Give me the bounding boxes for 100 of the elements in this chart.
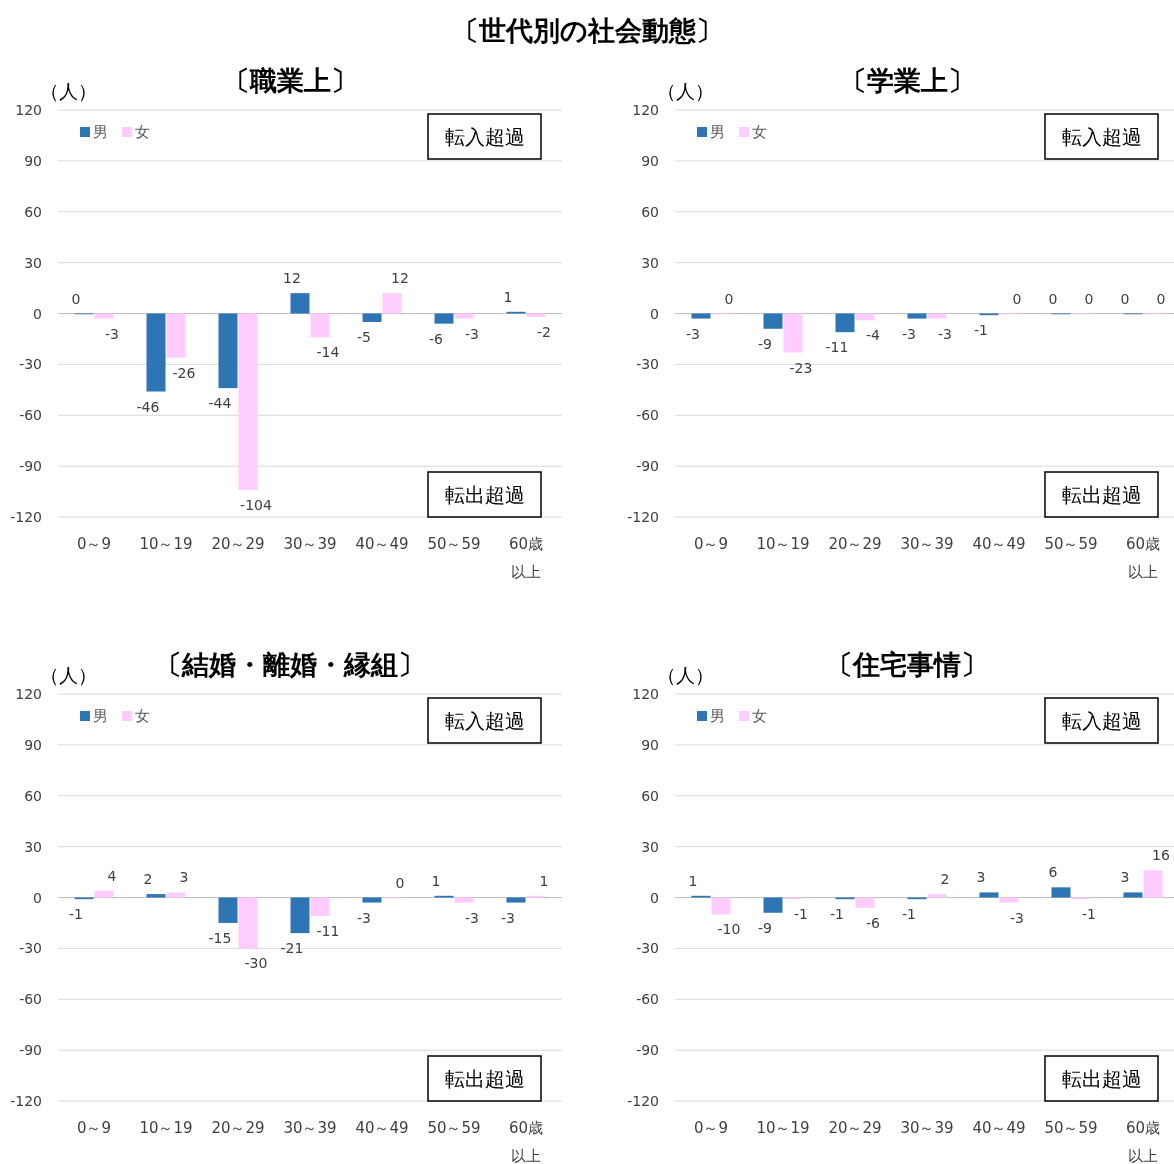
legend-label: 男	[93, 707, 108, 725]
x-tick-label: 0～9	[76, 1119, 112, 1137]
y-tick-label: 60	[24, 787, 42, 804]
x-tick-label: 20～29	[828, 1119, 882, 1137]
data-label: -3	[357, 909, 371, 926]
x-tick-label: 10～19	[756, 1119, 810, 1137]
text: 〔世代別の社会動態〕	[451, 15, 723, 46]
data-label: 0	[1012, 290, 1022, 307]
data-label: 3	[1120, 869, 1130, 886]
x-tick-label: 50～59	[1044, 1119, 1098, 1137]
legend-label: 女	[135, 123, 150, 141]
legend-label: 女	[752, 123, 767, 141]
x-tick-label: 40～49	[355, 535, 409, 553]
y-tick-label: 90	[24, 152, 42, 169]
x-tick-label: 10～19	[139, 535, 193, 553]
x-tick-label: 0～9	[693, 535, 729, 553]
data-label: -1	[902, 906, 916, 923]
y-tick-label: 120	[632, 102, 659, 118]
y-axis-title: （人）	[39, 664, 97, 686]
x-tick-label: 30～39	[283, 1119, 337, 1137]
data-label: 4	[107, 867, 117, 884]
y-axis-title: （人）	[39, 80, 97, 102]
data-label: -11	[825, 339, 849, 356]
x-tick-label: 50～59	[427, 535, 481, 553]
y-tick-label: -30	[19, 356, 42, 373]
y-tick-label: -90	[19, 1042, 42, 1059]
y-tick-label: 120	[15, 686, 42, 702]
x-tick-label: 60歳以上	[508, 1119, 544, 1164]
data-label: -21	[280, 940, 304, 957]
x-tick-label: 30～39	[900, 1119, 954, 1137]
y-tick-label: -120	[627, 1093, 659, 1109]
y-tick-label: 0	[650, 305, 659, 322]
data-label: 1	[503, 288, 513, 305]
y-tick-label: -90	[19, 458, 42, 475]
y-tick-label: -120	[627, 509, 659, 525]
data-label: -9	[758, 919, 772, 936]
data-label: -3	[105, 325, 119, 342]
y-axis-title: （人）	[656, 80, 714, 102]
data-label: -6	[866, 914, 881, 931]
chart-title: 〔職業上〕	[222, 65, 358, 96]
y-tick-label: 60	[641, 203, 659, 220]
data-label: -1	[974, 322, 988, 339]
y-tick-label: -60	[636, 991, 659, 1008]
data-label: 12	[283, 270, 301, 287]
data-label: -46	[136, 398, 160, 415]
y-tick-label: -30	[636, 356, 659, 373]
x-tick-label: 60歳以上	[508, 535, 544, 581]
data-label: -2	[537, 323, 551, 340]
annotation: 転出超過	[444, 1067, 525, 1091]
legend-label: 男	[93, 123, 108, 141]
y-tick-label: 60	[641, 787, 659, 804]
data-label: 0	[1084, 290, 1094, 307]
legend-label: 男	[710, 123, 725, 141]
y-tick-label: 0	[650, 889, 659, 906]
data-label: 1	[688, 872, 698, 889]
data-label: 16	[1152, 847, 1170, 864]
y-tick-label: 120	[632, 686, 659, 702]
annotation: 転出超過	[444, 483, 525, 507]
data-label: 1	[431, 872, 441, 889]
data-label: -44	[208, 395, 232, 412]
x-tick-label: 20～29	[828, 535, 882, 553]
data-label: -26	[172, 364, 196, 381]
data-label: -6	[429, 330, 444, 347]
annotation: 転出超過	[1061, 483, 1142, 507]
x-tick-label: 60歳以上	[1125, 1119, 1161, 1164]
data-label: -9	[758, 335, 772, 352]
data-label: 0	[1048, 290, 1058, 307]
x-tick-label: 20～29	[211, 1119, 265, 1137]
data-label: 6	[1048, 864, 1058, 881]
data-label: -5	[357, 328, 371, 345]
legend-label: 男	[710, 707, 725, 725]
x-tick-label: 50～59	[1044, 535, 1098, 553]
legend-label: 女	[752, 707, 767, 725]
data-label: -3	[1010, 909, 1024, 926]
data-label: 0	[1156, 290, 1166, 307]
y-tick-label: -90	[636, 1042, 659, 1059]
data-label: 0	[71, 290, 81, 307]
data-label: -104	[240, 496, 272, 513]
data-label: -1	[794, 906, 808, 923]
data-label: -11	[316, 923, 340, 940]
data-label: -23	[789, 359, 813, 376]
x-tick-label: 60歳以上	[1125, 535, 1161, 581]
y-tick-label: -30	[636, 940, 659, 957]
x-tick-label: 40～49	[972, 535, 1026, 553]
y-tick-label: -90	[636, 458, 659, 475]
x-tick-label: 20～29	[211, 535, 265, 553]
data-label: -30	[244, 955, 268, 972]
data-label: -4	[866, 327, 881, 344]
y-tick-label: 120	[15, 102, 42, 118]
y-tick-label: 90	[24, 736, 42, 753]
data-label: -3	[465, 325, 479, 342]
data-label: 0	[395, 874, 405, 891]
x-tick-label: 50～59	[427, 1119, 481, 1137]
chart-title: 〔住宅事情〕	[826, 649, 988, 680]
data-label: -15	[208, 929, 232, 946]
y-tick-label: -60	[636, 407, 659, 424]
data-label: 3	[179, 869, 189, 886]
y-tick-label: 30	[641, 838, 659, 855]
y-tick-label: 0	[33, 889, 42, 906]
legend-label: 女	[135, 707, 150, 725]
